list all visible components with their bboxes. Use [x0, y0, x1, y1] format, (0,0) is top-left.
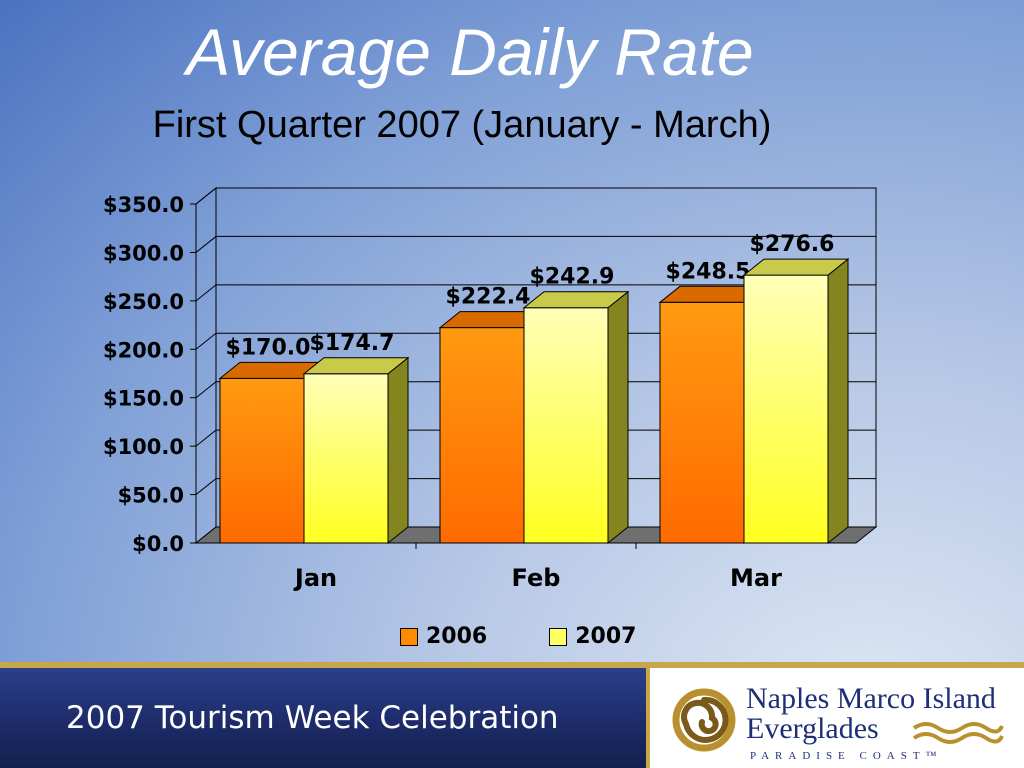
y-tick-label: $300.0	[103, 241, 184, 265]
bar-front	[523, 307, 609, 544]
slide-subtitle: First Quarter 2007 (January - March)	[152, 104, 772, 146]
x-tick-label-jan: Jan	[293, 564, 337, 592]
legend-swatch-2006	[400, 627, 418, 646]
gridline	[195, 381, 876, 399]
footer-event-text: 2007 Tourism Week Celebration	[66, 700, 559, 736]
average-daily-rate-chart: $0.0 $50.0 $100.0 $150.0 $200.0 $250.0 $300.0 $…	[103, 186, 878, 592]
y-tick-label: $250.0	[103, 290, 184, 314]
x-tick-label-mar: Mar	[730, 564, 782, 592]
bar-2007-jan	[302, 356, 410, 545]
bar-front	[659, 301, 745, 544]
legend-label-2007: 2007	[575, 624, 637, 649]
data-label-2007-jan: $174.7	[310, 331, 395, 356]
waves-logo-icon	[912, 722, 1004, 744]
bar-front	[743, 274, 829, 544]
y-tick-label: $200.0	[103, 338, 184, 362]
footer-event-panel: 2007 Tourism Week Celebration	[0, 668, 646, 768]
x-tick-label-feb: Feb	[512, 564, 561, 592]
data-label-2006-feb: $222.4	[446, 285, 531, 310]
logo-text-everglades: Everglades	[746, 712, 879, 745]
bar-2007-feb	[522, 290, 630, 545]
logo-text-paradise-coast: PARADISE COAST™	[750, 750, 943, 762]
data-label-2006-mar: $248.5	[666, 259, 751, 284]
bar-front	[439, 327, 525, 544]
footer-logo-panel: Naples Marco Island Everglades PARADISE …	[650, 668, 1024, 768]
spiral-logo-icon	[672, 688, 736, 752]
bar-side	[607, 290, 629, 545]
bar-front	[303, 373, 389, 544]
bar-2007-mar	[742, 258, 850, 545]
y-tick-label: $50.0	[118, 484, 184, 508]
legend-swatch-2007	[549, 627, 568, 646]
bar-top	[302, 357, 410, 375]
y-tick-label: $100.0	[103, 435, 184, 459]
data-label-2006-jan: $170.0	[226, 335, 311, 360]
data-label-2007-mar: $276.6	[750, 232, 835, 257]
bar-top	[522, 291, 630, 309]
bar-side	[827, 258, 849, 545]
footer-band: 2007 Tourism Week Celebration Naples Mar…	[0, 662, 1024, 768]
legend-item-2006: 2006	[400, 624, 487, 649]
legend-label-2006: 2006	[426, 624, 488, 649]
y-tick-label: $350.0	[103, 193, 184, 217]
gridline	[195, 187, 876, 205]
gridline	[195, 478, 876, 495]
y-tick-label: $0.0	[132, 532, 184, 556]
gridline	[195, 235, 876, 253]
gridline	[195, 332, 876, 350]
legend-item-2007: 2007	[549, 624, 636, 649]
chart-side-wall	[195, 186, 217, 545]
gridline	[195, 429, 876, 447]
bar-side	[387, 356, 409, 545]
bar-front	[219, 377, 305, 544]
slide-title: Average Daily Rate	[186, 15, 754, 89]
data-label-2007-feb: $242.9	[530, 265, 615, 290]
logo-text-naples: Naples Marco Island	[746, 682, 996, 715]
y-tick-label: $150.0	[103, 387, 184, 411]
gridline	[195, 284, 876, 302]
chart-legend: 2006 2007	[400, 624, 636, 649]
bar-top	[742, 258, 850, 276]
